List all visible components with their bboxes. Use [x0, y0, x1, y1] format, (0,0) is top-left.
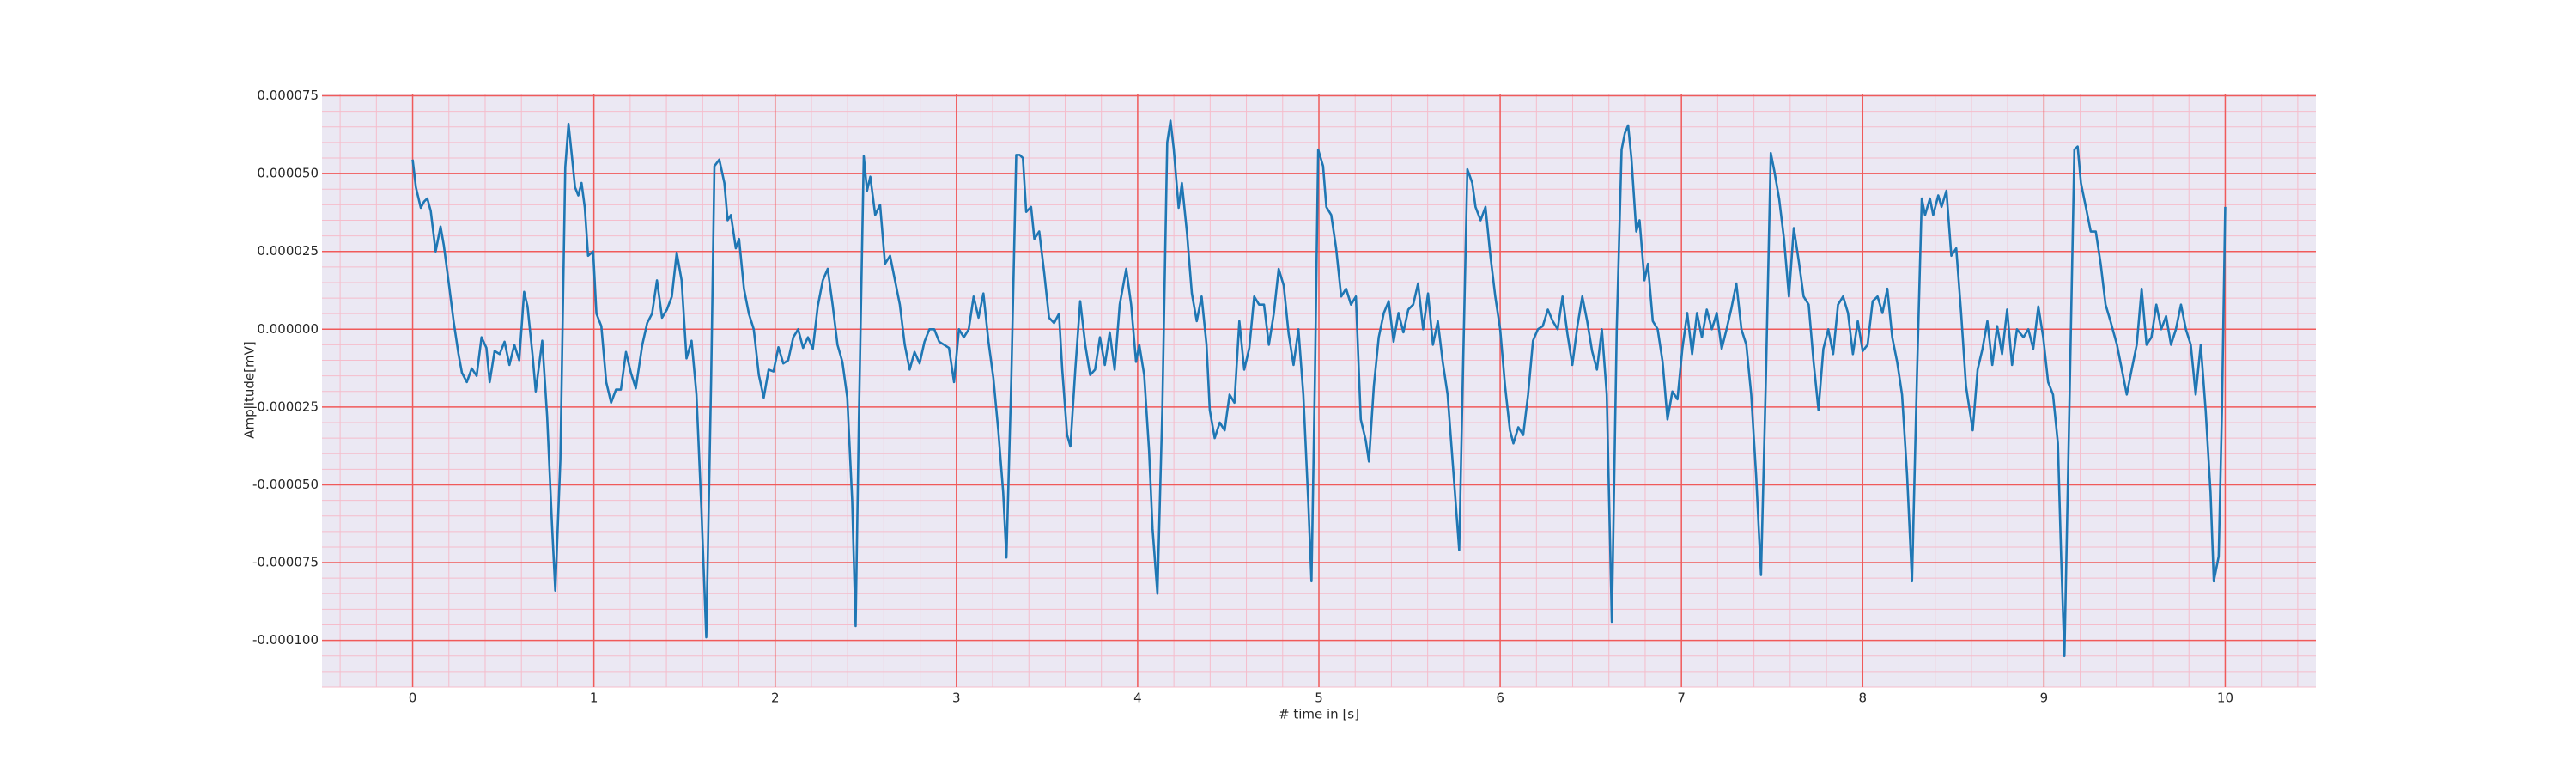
- x-tick-label: 2: [771, 691, 780, 706]
- grid: [322, 94, 2316, 688]
- y-axis-label: Amplitude[mV]: [242, 341, 258, 438]
- x-tick-label: 6: [1496, 691, 1504, 706]
- y-tick-label: -0.000025: [252, 399, 319, 414]
- y-tick-label: -0.000075: [252, 555, 319, 570]
- signal-line: [411, 119, 2227, 658]
- x-tick-label: 7: [1677, 691, 1686, 706]
- y-tick-label: -0.000100: [252, 632, 319, 648]
- y-tick-label: 0.000025: [257, 243, 319, 259]
- x-tick-label: 3: [952, 691, 961, 706]
- y-tick-label: 0.000000: [257, 321, 319, 337]
- x-tick-label: 5: [1315, 691, 1323, 706]
- y-tick-label: -0.000050: [252, 477, 319, 492]
- x-tick-label: 4: [1133, 691, 1142, 706]
- marks: [411, 119, 2227, 658]
- x-tick-label: 1: [590, 691, 598, 706]
- x-tick-label: 10: [2217, 691, 2233, 706]
- y-tick-label: 0.000075: [257, 88, 319, 103]
- labels: 0 1 2 3 4 5 6 7 8 9 10 0.000075 0.000050 0.000025 0.00…: [252, 88, 2233, 705]
- x-tick-label: 8: [1858, 691, 1867, 706]
- x-tick-label: 9: [2040, 691, 2049, 706]
- y-tick-label: 0.000050: [257, 166, 319, 181]
- x-axis-label: # time in [s]: [1279, 707, 1359, 722]
- x-tick-label: 0: [409, 691, 417, 706]
